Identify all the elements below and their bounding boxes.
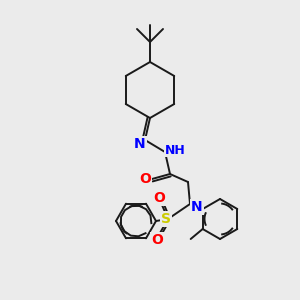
Text: S: S: [161, 212, 171, 226]
Text: O: O: [139, 172, 151, 186]
Text: NH: NH: [165, 143, 185, 157]
Text: N: N: [191, 200, 203, 214]
Text: O: O: [151, 233, 163, 247]
Text: N: N: [134, 137, 146, 151]
Text: O: O: [153, 191, 165, 205]
